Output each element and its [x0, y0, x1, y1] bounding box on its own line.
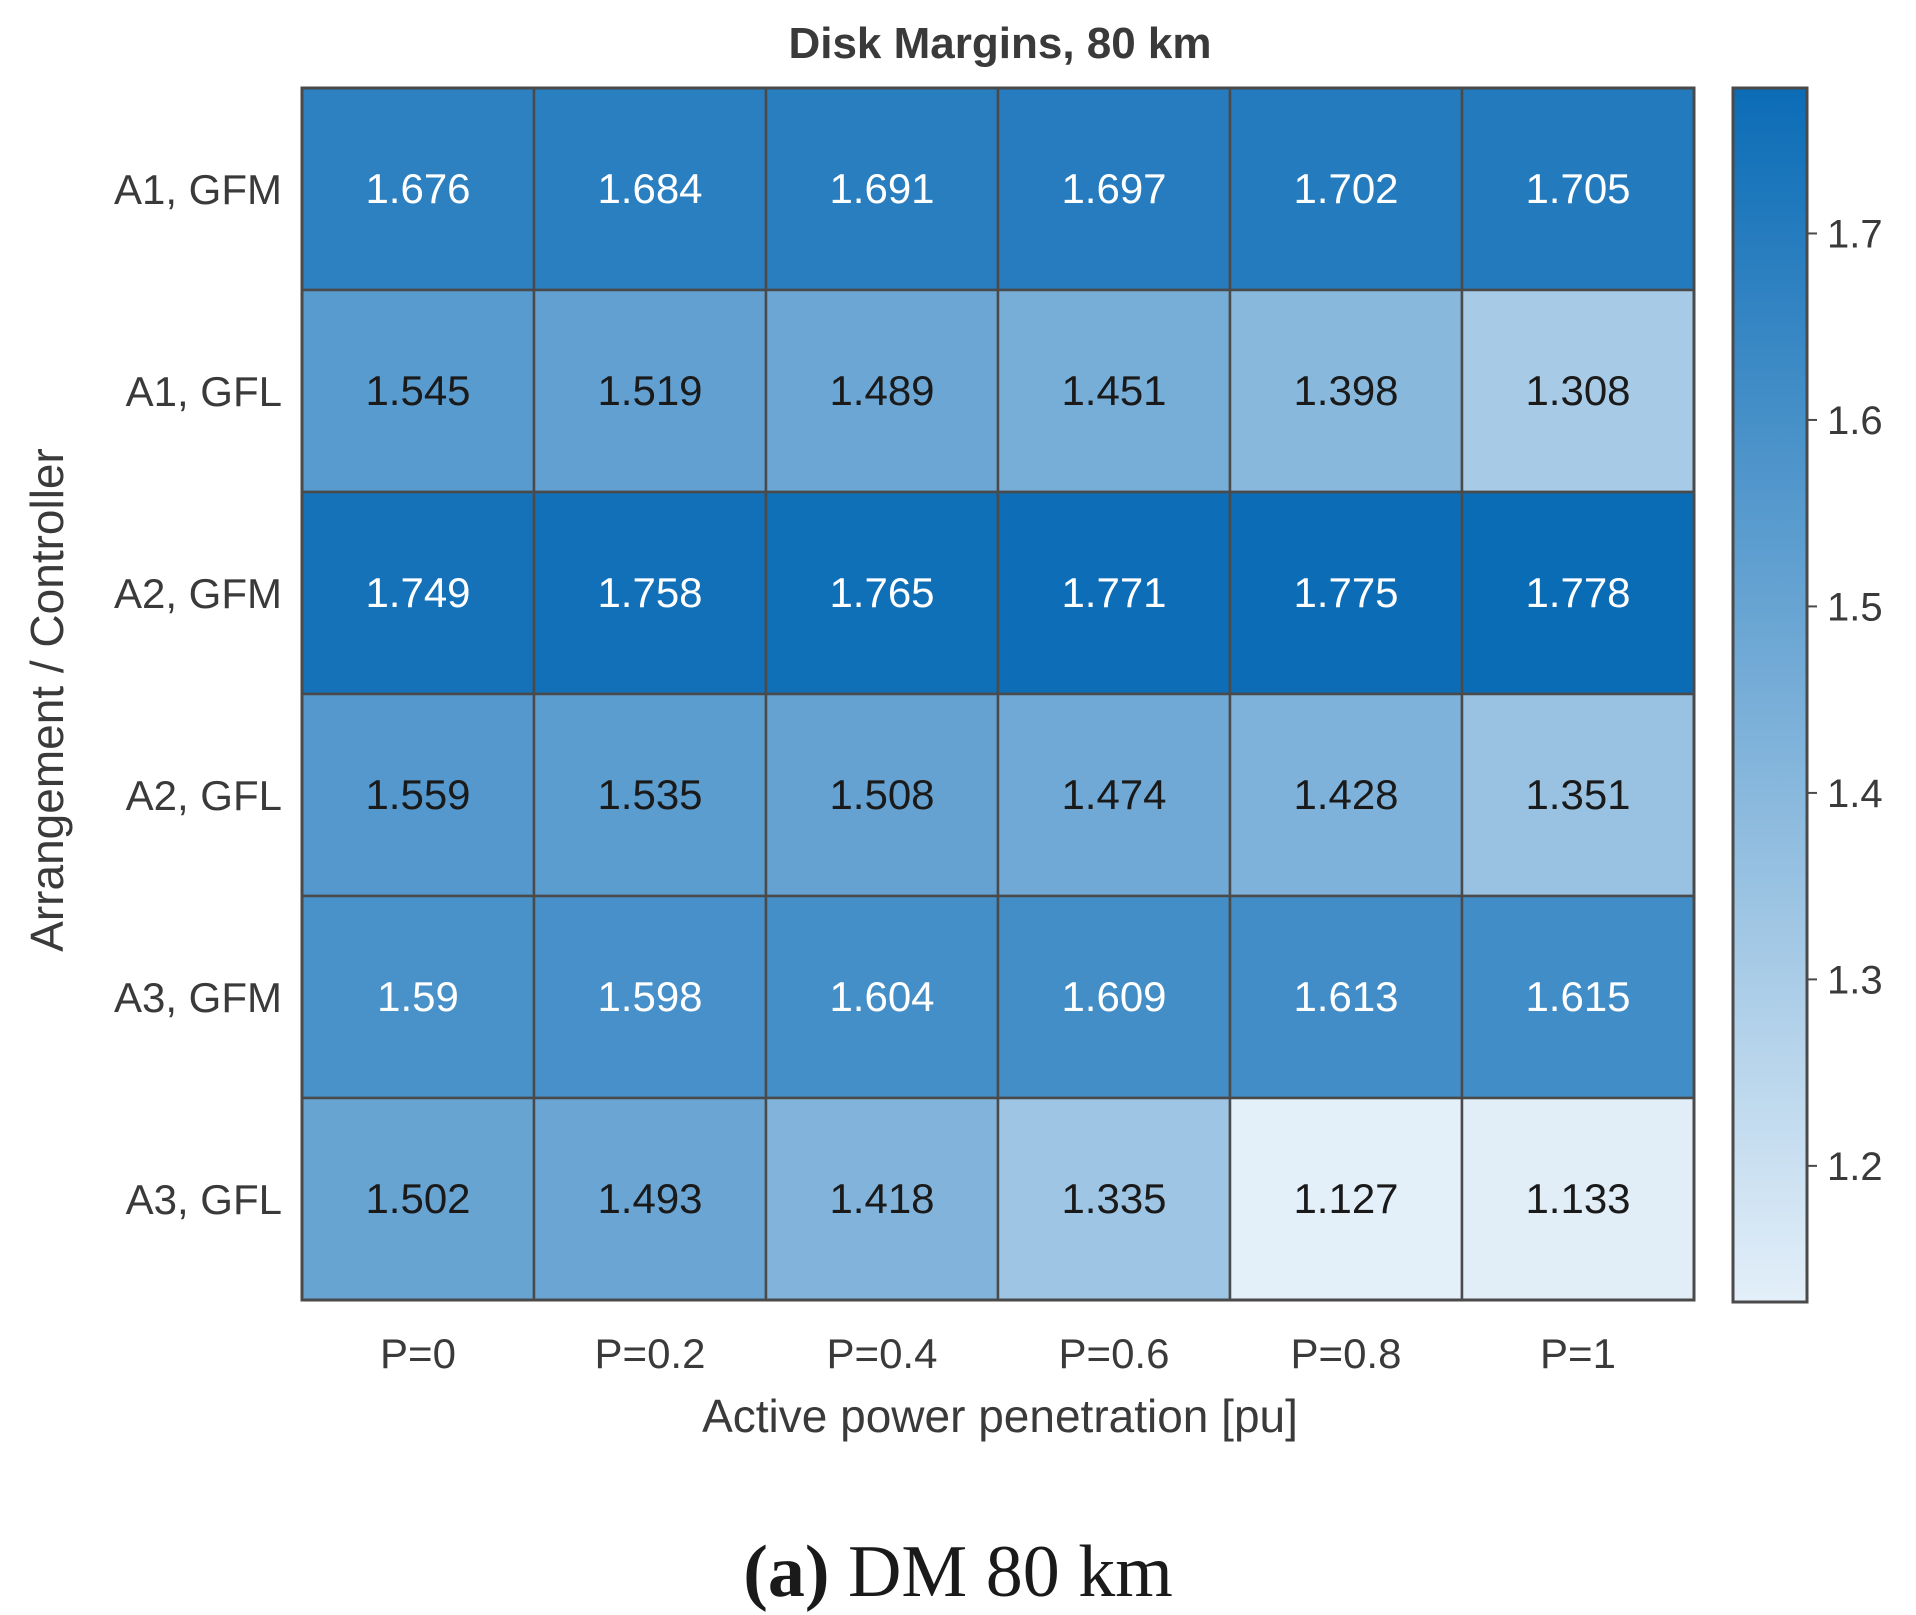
- heatmap-value-label: 1.545: [365, 367, 470, 414]
- y-axis-label: Arrangement / Controller: [21, 448, 73, 952]
- heatmap-value-label: 1.508: [829, 771, 934, 818]
- heatmap-cell: [764, 490, 1000, 696]
- figure-caption: (a) DM 80 km: [0, 1530, 1916, 1615]
- x-tick-label: P=0.4: [827, 1330, 938, 1377]
- heatmap-value-label: 1.398: [1293, 367, 1398, 414]
- heatmap-cell: [1460, 1096, 1696, 1302]
- x-tick-label: P=1: [1540, 1330, 1616, 1377]
- heatmap-cell: [300, 692, 536, 898]
- heatmap-value-label: 1.697: [1061, 165, 1166, 212]
- heatmap-cell: [300, 490, 536, 696]
- heatmap-value-label: 1.778: [1525, 569, 1630, 616]
- heatmap-cell: [532, 490, 768, 696]
- colorbar-tick-label: 1.5: [1827, 585, 1883, 629]
- y-tick-label: A3, GFL: [126, 1176, 282, 1223]
- heatmap-value-label: 1.702: [1293, 165, 1398, 212]
- x-axis-tick-labels: P=0 P=0.2 P=0.4 P=0.6 P=0.8 P=1: [380, 1330, 1616, 1377]
- heatmap-border: [300, 86, 1696, 1302]
- heatmap-value-label: 1.418: [829, 1175, 934, 1222]
- y-tick-label: A2, GFL: [126, 772, 282, 819]
- heatmap-cell: [996, 692, 1232, 898]
- heatmap-value-label: 1.127: [1293, 1175, 1398, 1222]
- heatmap-value-label: 1.59: [377, 973, 459, 1020]
- heatmap-value-label: 1.493: [597, 1175, 702, 1222]
- heatmap-cell: [1228, 1096, 1464, 1302]
- colorbar: [1731, 86, 1809, 1304]
- heatmap-cell: [996, 288, 1232, 494]
- heatmap-value-label: 1.676: [365, 165, 470, 212]
- colorbar-tick-label: 1.4: [1827, 772, 1883, 816]
- heatmap-value-label: 1.613: [1293, 973, 1398, 1020]
- chart-title: Disk Margins, 80 km: [788, 19, 1211, 68]
- x-tick-label: P=0.2: [595, 1330, 706, 1377]
- heatmap-cell: [1228, 692, 1464, 898]
- x-tick-label: P=0: [380, 1330, 456, 1377]
- heatmap-cell: [996, 894, 1232, 1100]
- heatmap-value-label: 1.519: [597, 367, 702, 414]
- heatmap-cell: [1228, 86, 1464, 292]
- heatmap-value-label: 1.502: [365, 1175, 470, 1222]
- heatmap-value-label: 1.705: [1525, 165, 1630, 212]
- heatmap-cell: [300, 86, 536, 292]
- x-tick-label: P=0.6: [1059, 1330, 1170, 1377]
- heatmap-value-label: 1.749: [365, 569, 470, 616]
- colorbar-tick-label: 1.7: [1827, 212, 1883, 256]
- heatmap-value-label: 1.604: [829, 973, 934, 1020]
- heatmap-value-label: 1.775: [1293, 569, 1398, 616]
- heatmap-cell: [532, 86, 768, 292]
- heatmap-cell: [764, 692, 1000, 898]
- heatmap-value-label: 1.489: [829, 367, 934, 414]
- heatmap-value-label: 1.559: [365, 771, 470, 818]
- y-tick-label: A1, GFM: [114, 166, 282, 213]
- heatmap-cell: [1460, 86, 1696, 292]
- heatmap-value-label: 1.474: [1061, 771, 1166, 818]
- y-tick-label: A2, GFM: [114, 570, 282, 617]
- heatmap-cell: [764, 894, 1000, 1100]
- heatmap-value-label: 1.684: [597, 165, 702, 212]
- heatmap-value-label: 1.758: [597, 569, 702, 616]
- heatmap-value-label: 1.351: [1525, 771, 1630, 818]
- x-tick-label: P=0.8: [1291, 1330, 1402, 1377]
- heatmap-value-labels: 1.676 1.684 1.691 1.697 1.702 1.705 1.545 1.519…: [365, 165, 1630, 1222]
- heatmap-cell: [1460, 490, 1696, 696]
- y-tick-label: A1, GFL: [126, 368, 282, 415]
- heatmap-value-label: 1.451: [1061, 367, 1166, 414]
- y-tick-label: A3, GFM: [114, 974, 282, 1021]
- heatmap-value-label: 1.535: [597, 771, 702, 818]
- heatmap-cells: [300, 86, 1696, 1302]
- caption-text: DM 80 km: [847, 1531, 1173, 1613]
- heatmap-cell: [996, 490, 1232, 696]
- heatmap-value-label: 1.428: [1293, 771, 1398, 818]
- colorbar-tick-label: 1.3: [1827, 958, 1883, 1002]
- heatmap-value-label: 1.335: [1061, 1175, 1166, 1222]
- colorbar-ticks: 1.2 1.3 1.4 1.5 1.6 1.7: [1807, 212, 1883, 1189]
- colorbar-tick-label: 1.6: [1827, 399, 1883, 443]
- caption-label: (a): [743, 1531, 830, 1613]
- heatmap-value-label: 1.308: [1525, 367, 1630, 414]
- heatmap-value-label: 1.765: [829, 569, 934, 616]
- heatmap-value-label: 1.133: [1525, 1175, 1630, 1222]
- heatmap-value-label: 1.691: [829, 165, 934, 212]
- heatmap-cell: [1460, 288, 1696, 494]
- heatmap-cell: [300, 1096, 536, 1302]
- heatmap-cell: [1228, 490, 1464, 696]
- y-axis-tick-labels: A1, GFM A1, GFL A2, GFM A2, GFL A3, GFM A3, G…: [114, 166, 282, 1223]
- heatmap-cell: [1228, 894, 1464, 1100]
- heatmap-cell: [532, 692, 768, 898]
- heatmap-cell: [532, 288, 768, 494]
- heatmap-value-label: 1.615: [1525, 973, 1630, 1020]
- colorbar-tick-label: 1.2: [1827, 1145, 1883, 1189]
- heatmap-value-label: 1.598: [597, 973, 702, 1020]
- x-axis-label: Active power penetration [pu]: [702, 1390, 1298, 1442]
- heatmap-value-label: 1.771: [1061, 569, 1166, 616]
- heatmap-value-label: 1.609: [1061, 973, 1166, 1020]
- heatmap-cell: [300, 894, 536, 1100]
- heatmap-cell: [996, 86, 1232, 292]
